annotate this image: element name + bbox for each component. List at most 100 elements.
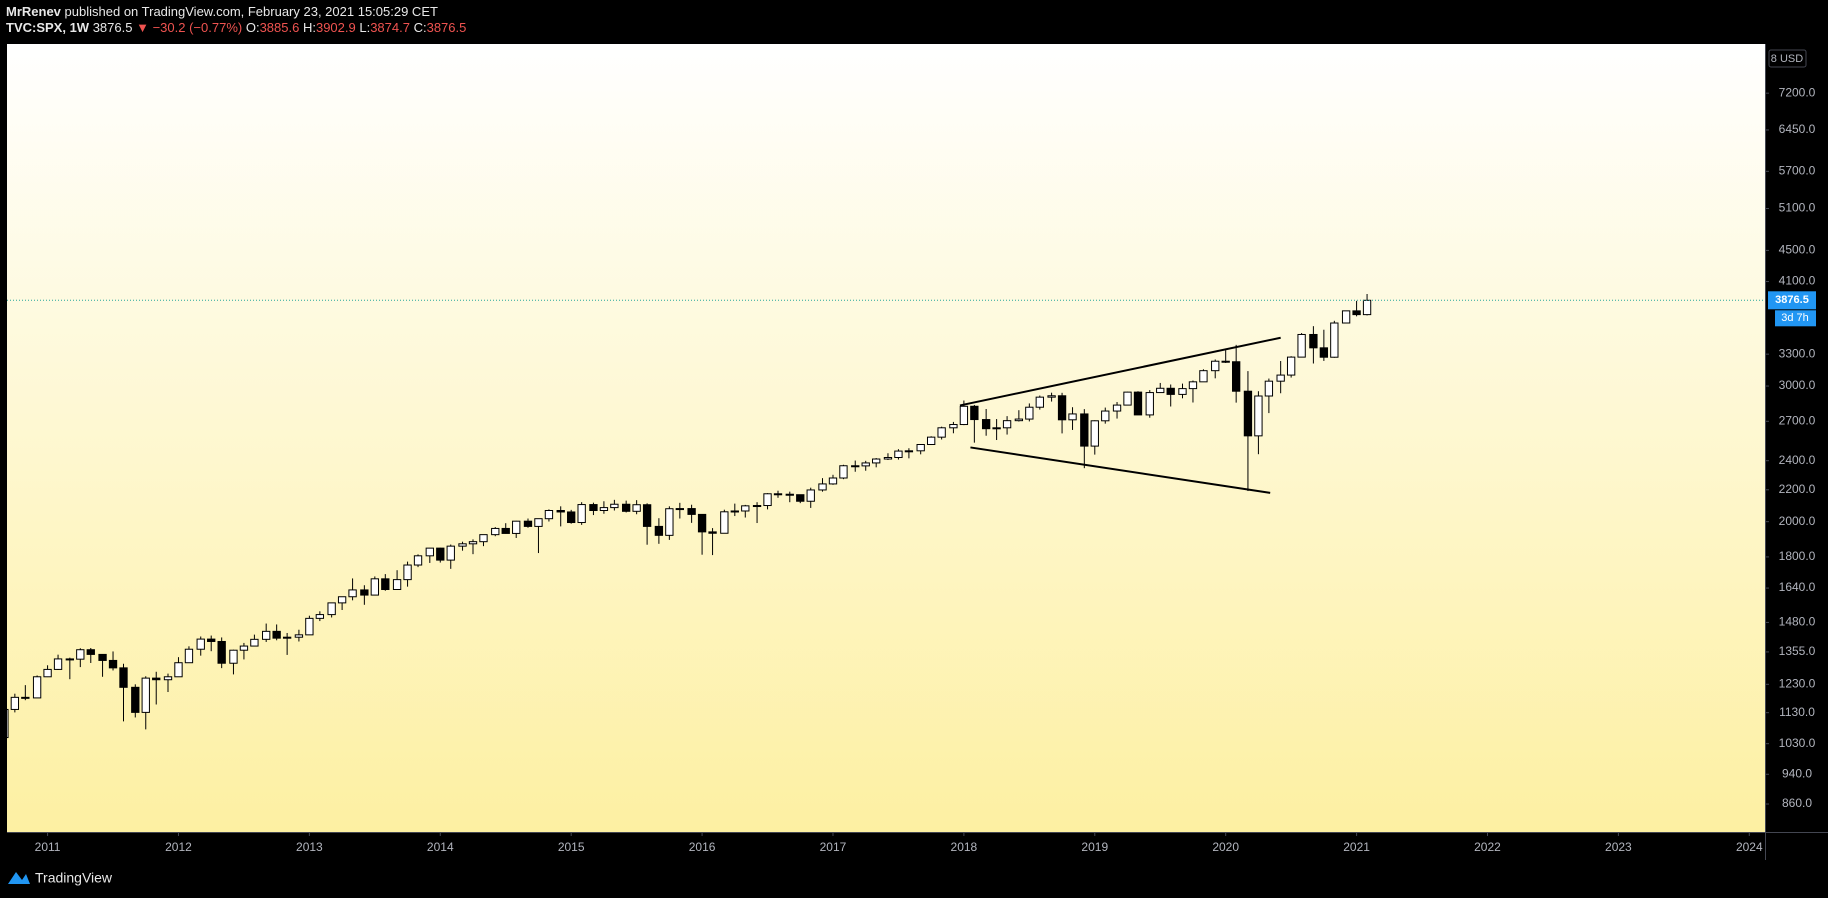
candle-body bbox=[577, 504, 586, 524]
open-value: 3885.6 bbox=[260, 20, 300, 35]
candle-body bbox=[1112, 404, 1122, 412]
x-tick-label: 2017 bbox=[820, 840, 847, 854]
candle-body bbox=[1145, 392, 1154, 416]
candle-body bbox=[7, 708, 9, 739]
y-tick-label: 860.0 bbox=[1782, 796, 1812, 810]
candle-body bbox=[785, 493, 794, 496]
y-tick-label: 1640.0 bbox=[1779, 580, 1816, 594]
x-tick-label: 2011 bbox=[35, 840, 61, 854]
candle-body bbox=[872, 458, 881, 464]
candle-body bbox=[544, 510, 554, 520]
candle-body bbox=[119, 667, 128, 688]
candle-body bbox=[1319, 347, 1329, 358]
candle-body bbox=[1362, 299, 1372, 316]
candle-body bbox=[708, 531, 717, 534]
candle-body bbox=[1090, 420, 1099, 447]
candle-body bbox=[1068, 413, 1077, 421]
candle-body bbox=[348, 589, 357, 598]
high-label: H: bbox=[303, 20, 316, 35]
candle-body bbox=[818, 483, 827, 491]
candle-body bbox=[413, 555, 423, 566]
last-price: 3876.5 bbox=[93, 20, 133, 35]
trend-line bbox=[970, 446, 1271, 494]
candle-body bbox=[1025, 406, 1034, 420]
y-tick-label: 940.0 bbox=[1782, 766, 1812, 780]
candle-body bbox=[479, 534, 488, 543]
candle-body bbox=[65, 658, 74, 661]
candle-body bbox=[959, 405, 969, 426]
y-tick-label: 3000.0 bbox=[1779, 378, 1816, 392]
candle-body bbox=[665, 508, 674, 536]
x-tick-label: 2015 bbox=[558, 840, 585, 854]
candle-body bbox=[720, 511, 729, 534]
symbol: TVC:SPX, 1W bbox=[6, 20, 90, 35]
candle-body bbox=[229, 649, 238, 664]
candle-body bbox=[32, 676, 42, 699]
candle-body bbox=[861, 462, 870, 467]
candle-body bbox=[305, 617, 314, 636]
x-tick-label: 2024 bbox=[1736, 840, 1763, 854]
y-tick-label: 7200.0 bbox=[1779, 85, 1816, 99]
candle-body bbox=[949, 424, 958, 429]
candle-body bbox=[992, 427, 1001, 430]
candle-body bbox=[970, 405, 979, 421]
candle-body bbox=[1264, 380, 1274, 397]
change-arrow: ▼ bbox=[136, 20, 149, 35]
candle-body bbox=[1166, 387, 1175, 395]
logo-icon bbox=[8, 872, 30, 884]
header-line-1: MrRenev published on TradingView.com, Fe… bbox=[6, 4, 438, 19]
candle-body bbox=[337, 596, 347, 604]
candle-body bbox=[1243, 390, 1253, 437]
candle-body bbox=[76, 649, 85, 660]
candle-body bbox=[403, 564, 412, 581]
candle-body bbox=[1188, 381, 1198, 390]
candle-body bbox=[697, 513, 707, 533]
candle-body bbox=[196, 638, 205, 650]
candle-body bbox=[1341, 310, 1351, 324]
candle-body bbox=[315, 614, 325, 619]
candle-body bbox=[851, 465, 860, 468]
x-tick-label: 2018 bbox=[951, 840, 978, 854]
candle-body bbox=[262, 630, 271, 640]
candle-body bbox=[773, 493, 783, 496]
candle-body bbox=[1057, 395, 1067, 421]
candle-body bbox=[436, 547, 445, 561]
candle-body bbox=[282, 636, 292, 639]
candle-body bbox=[1047, 395, 1056, 398]
candle-body bbox=[1211, 360, 1220, 372]
candle-body bbox=[1254, 395, 1263, 437]
candle-body bbox=[1178, 388, 1187, 395]
candle-body bbox=[687, 508, 696, 515]
candle-body bbox=[1221, 360, 1230, 363]
candle-body bbox=[458, 543, 467, 547]
open-label: O: bbox=[246, 20, 260, 35]
candle-body bbox=[207, 638, 216, 642]
currency[interactable]: 8 USD bbox=[1771, 53, 1803, 65]
candle-body bbox=[468, 541, 478, 545]
candle-body bbox=[152, 677, 161, 681]
x-tick-label: 2021 bbox=[1343, 840, 1370, 854]
candle-body bbox=[501, 527, 510, 534]
candle-body bbox=[806, 489, 815, 502]
y-tick-label: 2000.0 bbox=[1779, 514, 1816, 528]
x-tick-label: 2012 bbox=[165, 840, 192, 854]
x-tick-label: 2013 bbox=[296, 840, 323, 854]
currency-button[interactable] bbox=[1768, 49, 1807, 68]
y-tick-label: 1480.0 bbox=[1779, 615, 1816, 629]
y-tick-label: 1355.0 bbox=[1779, 644, 1816, 658]
candle-body bbox=[1330, 322, 1339, 358]
candle-body bbox=[523, 520, 533, 527]
candle-body bbox=[839, 465, 848, 479]
candle-body bbox=[741, 505, 750, 512]
candle-body bbox=[1133, 391, 1143, 416]
candle-body bbox=[184, 648, 194, 664]
candle-body bbox=[239, 645, 249, 651]
plot-background bbox=[7, 44, 1765, 832]
candle-body bbox=[1309, 333, 1318, 349]
x-tick-label: 2022 bbox=[1474, 840, 1501, 854]
candle-body bbox=[1231, 361, 1241, 392]
close-value: 3876.5 bbox=[427, 20, 467, 35]
x-tick-label: 2014 bbox=[427, 840, 454, 854]
